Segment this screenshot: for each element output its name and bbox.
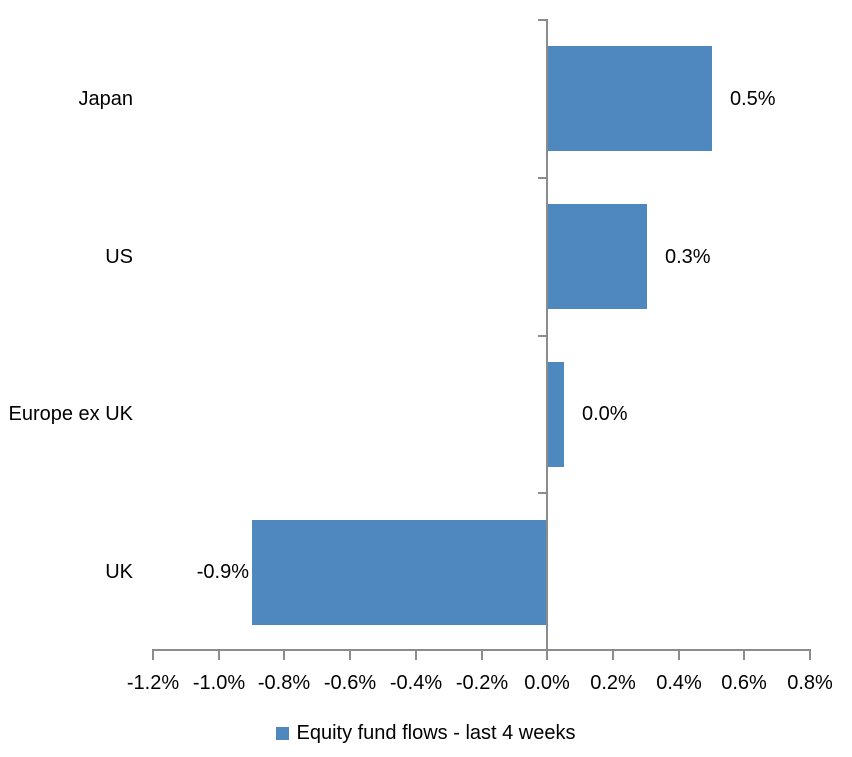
value-label-us: 0.3% bbox=[665, 246, 711, 268]
legend-label: Equity fund flows - last 4 weeks bbox=[296, 721, 576, 744]
value-label-europe-ex-uk: 0.0% bbox=[582, 403, 628, 425]
category-label-europe-ex-uk: Europe ex UK bbox=[8, 403, 133, 425]
x-axis-tick bbox=[481, 649, 483, 660]
value-label-uk: -0.9% bbox=[196, 561, 249, 583]
y-axis-line bbox=[546, 19, 548, 660]
x-axis-tick bbox=[743, 649, 745, 660]
legend: Equity fund flows - last 4 weeks bbox=[0, 719, 852, 747]
x-axis-tick bbox=[349, 649, 351, 660]
bar-japan bbox=[548, 46, 712, 151]
y-axis-tick bbox=[538, 19, 547, 21]
bar-europe-ex-uk bbox=[548, 362, 564, 467]
legend-marker-icon bbox=[276, 726, 290, 740]
x-axis-tick-label: 0.6% bbox=[721, 672, 767, 694]
x-axis-tick-label: -0.2% bbox=[455, 672, 509, 694]
x-axis-tick-label: 0.8% bbox=[787, 672, 833, 694]
x-axis-tick-label: -0.4% bbox=[389, 672, 443, 694]
x-axis-tick-label: 0.0% bbox=[524, 672, 570, 694]
value-label-japan: 0.5% bbox=[730, 88, 776, 110]
x-axis-tick bbox=[415, 649, 417, 660]
category-label-japan: Japan bbox=[78, 88, 134, 110]
x-axis-tick-label: -0.8% bbox=[257, 672, 311, 694]
x-axis-tick bbox=[612, 649, 614, 660]
x-axis-tick bbox=[283, 649, 285, 660]
category-label-us: US bbox=[105, 246, 133, 268]
y-axis-tick bbox=[538, 492, 547, 494]
x-axis-tick-label: 0.2% bbox=[590, 672, 636, 694]
x-axis-tick bbox=[678, 649, 680, 660]
x-axis-tick bbox=[218, 649, 220, 660]
x-axis-tick-label: 0.4% bbox=[656, 672, 702, 694]
x-axis-tick bbox=[809, 649, 811, 660]
x-axis-tick-label: -0.6% bbox=[323, 672, 377, 694]
x-axis-tick-label: -1.2% bbox=[126, 672, 180, 694]
x-axis-tick bbox=[152, 649, 154, 660]
y-axis-tick bbox=[538, 177, 547, 179]
y-axis-tick bbox=[538, 335, 547, 337]
x-axis-tick-label: -1.0% bbox=[192, 672, 246, 694]
category-label-uk: UK bbox=[105, 561, 133, 583]
bar-us bbox=[548, 204, 647, 309]
bar-uk bbox=[252, 520, 548, 625]
